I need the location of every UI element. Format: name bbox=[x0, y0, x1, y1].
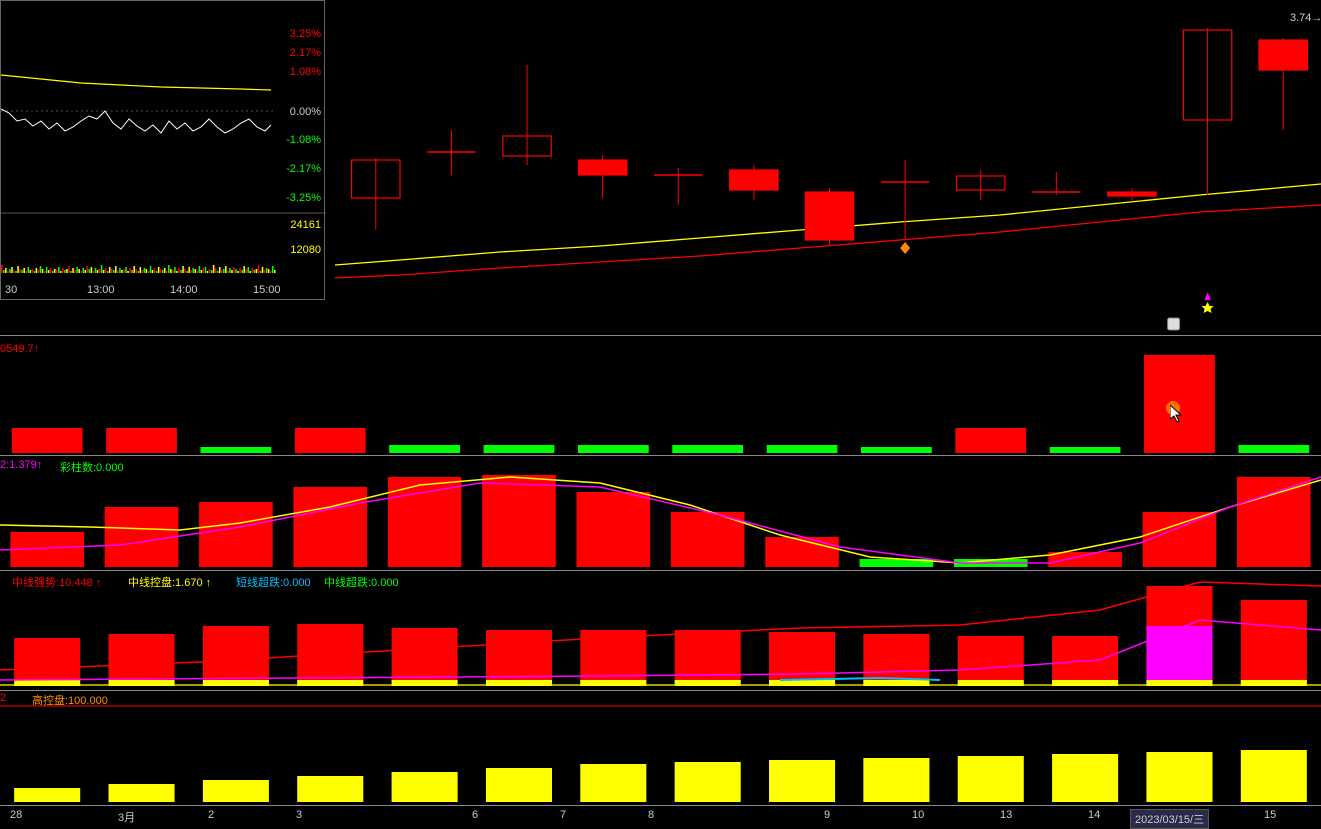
indicator4-panel[interactable]: 2高控盘:100.000 bbox=[0, 690, 1321, 805]
indicator2-panel[interactable]: 2:1.379↑彩柱数:0.000 bbox=[0, 455, 1321, 570]
indicator4-chart bbox=[0, 690, 1321, 805]
date-tick: 9 bbox=[824, 809, 830, 821]
svg-text:15:00: 15:00 bbox=[253, 284, 281, 296]
indicator1-panel[interactable]: 0549.7↑ bbox=[0, 335, 1321, 455]
svg-text:24161: 24161 bbox=[290, 219, 321, 231]
svg-text:-3.25%: -3.25% bbox=[286, 192, 321, 204]
svg-text:1.08%: 1.08% bbox=[290, 66, 321, 78]
date-tick: 3月 bbox=[118, 809, 135, 825]
date-tick: 8 bbox=[648, 809, 654, 821]
date-tick: 6 bbox=[472, 809, 478, 821]
intraday-overlay[interactable]: 3.25% 2.17% 1.08% 0.00% -1.08% -2.17% -3.25% 24… bbox=[0, 0, 325, 300]
intraday-chart: 3.25% 2.17% 1.08% 0.00% -1.08% -2.17% -3.25% 24… bbox=[1, 1, 326, 301]
svg-text:13:00: 13:00 bbox=[87, 284, 115, 296]
date-tick: 10 bbox=[912, 809, 924, 821]
date-tick: 3 bbox=[296, 809, 302, 821]
date-tick: 14 bbox=[1088, 809, 1100, 821]
svg-text:12080: 12080 bbox=[290, 244, 321, 256]
price-label: 3.74→ bbox=[1290, 12, 1321, 24]
date-tick: 13 bbox=[1000, 809, 1012, 821]
indicator3-panel[interactable]: 中线强势:10.448 ↑中线控盘:1.670 ↑短线超跌:0.000中线超跌:… bbox=[0, 570, 1321, 690]
indicator2-chart bbox=[0, 455, 1321, 570]
date-tick: 2023/03/15/三 bbox=[1130, 809, 1209, 829]
svg-text:-2.17%: -2.17% bbox=[286, 163, 321, 175]
svg-text:30: 30 bbox=[5, 284, 17, 296]
svg-text:-1.08%: -1.08% bbox=[286, 134, 321, 146]
date-tick: 28 bbox=[10, 809, 22, 821]
click-highlight bbox=[1166, 401, 1180, 415]
indicator1-chart bbox=[0, 335, 1321, 455]
date-tick: 2 bbox=[208, 809, 214, 821]
svg-text:0.00%: 0.00% bbox=[290, 106, 321, 118]
date-axis: 28 3月 2 3 6 7 8 9 10 13 14 2023/03/15/三 15 bbox=[0, 805, 1321, 826]
svg-text:14:00: 14:00 bbox=[170, 284, 198, 296]
date-tick: 15 bbox=[1264, 809, 1276, 821]
date-tick: 7 bbox=[560, 809, 566, 821]
svg-text:2.17%: 2.17% bbox=[290, 47, 321, 59]
indicator1-label: 0549.7↑ bbox=[0, 343, 39, 355]
svg-text:3.25%: 3.25% bbox=[290, 28, 321, 40]
